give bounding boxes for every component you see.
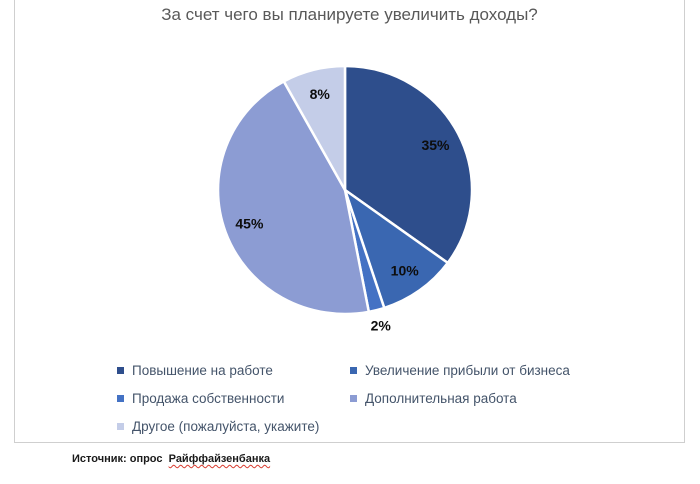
- pie-slice-label-0: 35%: [421, 137, 450, 153]
- pie-slice-3: [216, 80, 371, 316]
- pie-slice-0: [343, 64, 474, 265]
- legend-item-4: Другое (пожалуйста, укажите): [117, 419, 350, 434]
- source-note: Источник: опрос Райффайзенбанка: [72, 453, 270, 465]
- chart-title: За счет чего вы планируете увеличить дох…: [161, 5, 538, 24]
- source-highlight-word: Райффайзенбанка: [168, 453, 271, 465]
- legend-marker-icon: [350, 394, 357, 402]
- legend-label: Дополнительная работа: [365, 390, 517, 406]
- pie-slice-1: [343, 188, 449, 310]
- legend-label: Другое (пожалуйста, укажите): [132, 418, 320, 434]
- pie-slice-label-4: 8%: [310, 86, 331, 102]
- pie-slice-4: [282, 64, 347, 192]
- legend-marker-icon: [350, 366, 357, 374]
- legend-item-0: Повышение на работе: [117, 363, 350, 378]
- pie-slice-label-2: 2%: [371, 318, 392, 334]
- source-prefix: Источник: опрос: [72, 453, 166, 465]
- legend-item-3: Дополнительная работа: [350, 391, 587, 406]
- chart-legend: Повышение на работе Увеличение прибыли от…: [117, 356, 587, 440]
- legend-marker-icon: [117, 422, 124, 430]
- legend-label: Увеличение прибыли от бизнеса: [365, 362, 570, 378]
- pie-slice-label-3: 45%: [235, 216, 264, 232]
- legend-label: Продажа собственности: [132, 390, 285, 406]
- legend-item-2: Продажа собственности: [117, 391, 350, 406]
- pie-slice-label-1: 10%: [391, 262, 420, 278]
- legend-label: Повышение на работе: [132, 362, 273, 378]
- legend-marker-icon: [117, 366, 124, 374]
- legend-marker-icon: [117, 394, 124, 402]
- pie-chart: 35% 10% 2% 45% 8%: [216, 64, 474, 334]
- legend-item-1: Увеличение прибыли от бизнеса: [350, 363, 587, 378]
